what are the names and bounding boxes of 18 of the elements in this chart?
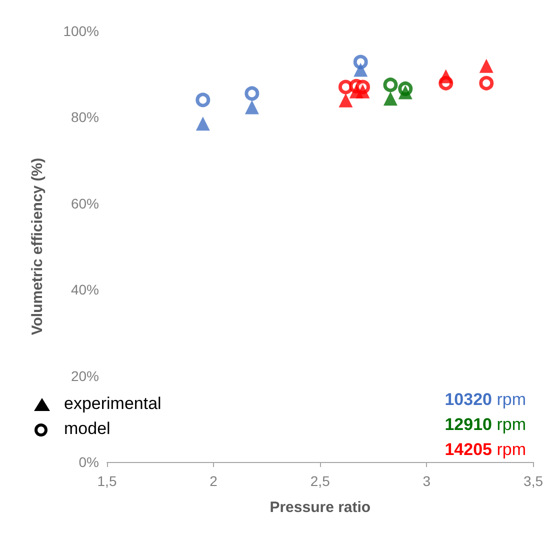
y-tick-label: 0%: [78, 454, 99, 470]
x-tick-label: 3: [422, 473, 431, 489]
annotation: experimental: [64, 394, 162, 413]
text: 12910 rpm: [444, 415, 526, 434]
annotation: model: [64, 419, 110, 438]
text: 10320 rpm: [444, 390, 526, 409]
y-axis-title: Volumetric efficiency (%): [29, 158, 46, 336]
x-tick-label: 1,5: [97, 473, 117, 489]
y-tick-label: 80%: [70, 109, 99, 126]
y-tick-label: 100%: [63, 23, 99, 39]
y-tick-label: 40%: [70, 282, 99, 298]
y-tick-label: 20%: [70, 368, 99, 384]
x-tick-label: 2: [210, 473, 218, 489]
x-tick-label: 3,5: [524, 473, 544, 489]
x-axis-title: Pressure ratio: [270, 499, 371, 516]
x-tick-label: 2,5: [310, 473, 330, 489]
text: 14205 rpm: [444, 440, 526, 459]
y-tick-label: 60%: [70, 195, 99, 212]
